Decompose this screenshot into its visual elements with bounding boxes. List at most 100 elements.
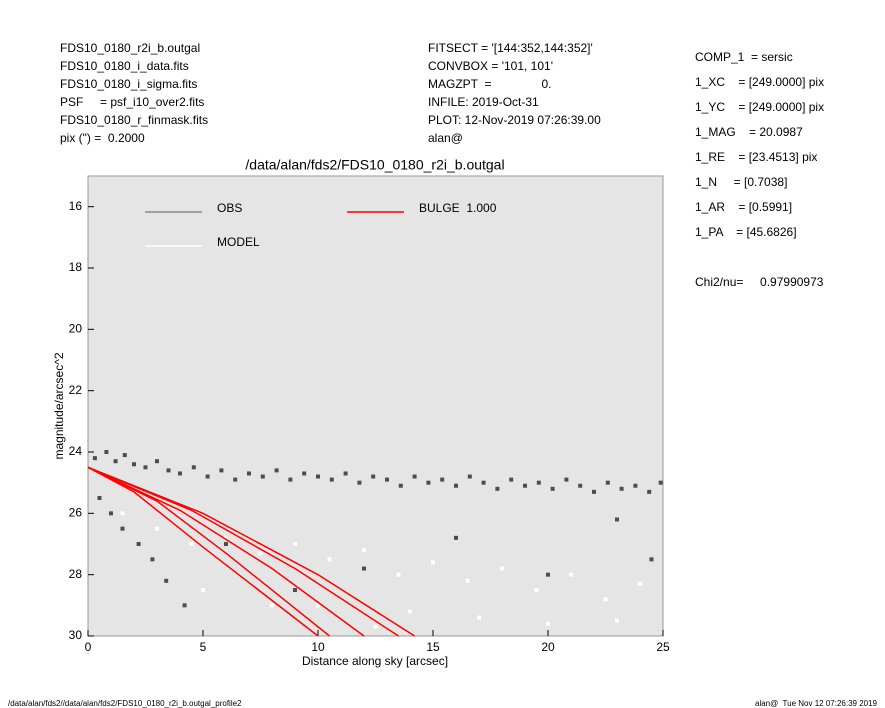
point — [178, 471, 182, 476]
param-line: 1_N = [0.7038] — [695, 175, 787, 189]
header-center-line: alan@ — [428, 131, 463, 145]
point — [605, 480, 610, 485]
point — [619, 486, 624, 491]
point — [396, 572, 401, 577]
x-tick-label: 25 — [656, 640, 670, 654]
point — [316, 603, 320, 608]
point — [92, 456, 97, 461]
point — [155, 526, 159, 531]
bulge-curve — [87, 466, 416, 637]
point — [536, 480, 541, 485]
point — [189, 542, 194, 546]
point — [564, 477, 569, 482]
header-left-line: FDS10_0180_r_finmask.fits — [60, 113, 208, 127]
point — [467, 474, 472, 479]
bulge-curve — [87, 466, 319, 637]
y-tick-label: 20 — [69, 322, 83, 336]
header-left-line: FDS10_0180_i_sigma.fits — [60, 77, 197, 91]
y-tick-label: 16 — [69, 199, 83, 213]
point — [578, 483, 583, 488]
point — [224, 542, 228, 546]
point — [113, 459, 118, 464]
y-tick-label: 26 — [69, 506, 83, 520]
point — [638, 581, 642, 586]
point — [362, 548, 366, 553]
point — [500, 566, 504, 571]
y-tick-label: 18 — [69, 260, 83, 274]
legend-label: OBS — [217, 201, 242, 215]
header-left-line: FDS10_0180_i_data.fits — [60, 59, 189, 73]
bulge-curve — [87, 466, 365, 637]
x-tick-label: 20 — [541, 640, 555, 654]
point — [120, 511, 125, 516]
param-line: 1_YC = [249.0000] pix — [695, 100, 824, 114]
point — [371, 474, 376, 479]
x-tick-label: 15 — [426, 640, 440, 654]
point — [316, 474, 320, 479]
point — [546, 621, 550, 626]
point — [205, 474, 210, 479]
x-tick-label: 5 — [200, 640, 207, 654]
point — [658, 480, 663, 485]
point — [647, 489, 652, 494]
point — [233, 477, 238, 482]
point — [550, 486, 555, 491]
point — [649, 557, 654, 562]
point — [615, 618, 619, 623]
point — [357, 480, 362, 485]
header-left-line: FDS10_0180_r2i_b.outgal — [60, 41, 200, 55]
point — [362, 566, 366, 571]
param-line: COMP_1 = sersic — [695, 50, 793, 64]
header-center-line: FITSECT = '[144:352,144:352]' — [428, 41, 593, 55]
point — [343, 471, 348, 476]
point — [104, 450, 109, 454]
point — [633, 483, 638, 488]
param-line: 1_PA = [45.6826] — [695, 225, 797, 239]
param-line: 1_MAG = 20.0987 — [695, 125, 803, 139]
header-center-line: INFILE: 2019-Oct-31 — [428, 95, 539, 109]
point — [465, 578, 470, 583]
point — [143, 465, 148, 470]
point — [327, 557, 332, 562]
param-line: 1_AR = [0.5991] — [695, 200, 792, 214]
point — [454, 483, 458, 488]
point — [481, 480, 486, 485]
y-tick-label: 28 — [69, 567, 83, 581]
point — [440, 477, 445, 482]
point — [509, 477, 514, 482]
x-tick-label: 10 — [311, 640, 325, 654]
point — [97, 496, 102, 500]
point — [260, 474, 265, 479]
point — [592, 489, 596, 494]
point — [329, 477, 334, 482]
param-line: 1_XC = [249.0000] pix — [695, 75, 824, 89]
point — [136, 542, 141, 546]
header-center-line: MAGZPT = 0. — [428, 77, 551, 91]
x-axis-label: Distance along sky [arcsec] — [302, 654, 448, 668]
y-tick-label: 24 — [69, 444, 83, 458]
point — [122, 453, 127, 458]
legend-label: BULGE 1.000 — [419, 201, 497, 215]
point — [569, 572, 573, 577]
point — [293, 588, 297, 592]
point — [546, 572, 550, 577]
point — [182, 603, 187, 608]
point — [385, 477, 389, 482]
y-tick-label: 22 — [69, 383, 83, 397]
point — [615, 517, 619, 522]
point — [247, 471, 251, 476]
point — [150, 557, 155, 562]
header-left-line: PSF = psf_i10_over2.fits — [60, 95, 204, 109]
point — [288, 477, 293, 482]
point — [270, 603, 274, 608]
point — [534, 588, 539, 592]
point — [426, 480, 431, 485]
param-line: 1_RE = [23.4513] pix — [695, 150, 817, 164]
point — [258, 551, 263, 556]
point — [603, 597, 608, 602]
header-left-line: pix (") = 0.2000 — [60, 131, 145, 145]
footer-path: /data/alan/fds2//data/alan/fds2/FDS10_01… — [8, 699, 242, 708]
chart-title: /data/alan/fds2/FDS10_0180_r2i_b.outgal — [245, 157, 504, 173]
footer-stamp: alan@ Tue Nov 12 07:26:39 2019 — [755, 699, 878, 708]
